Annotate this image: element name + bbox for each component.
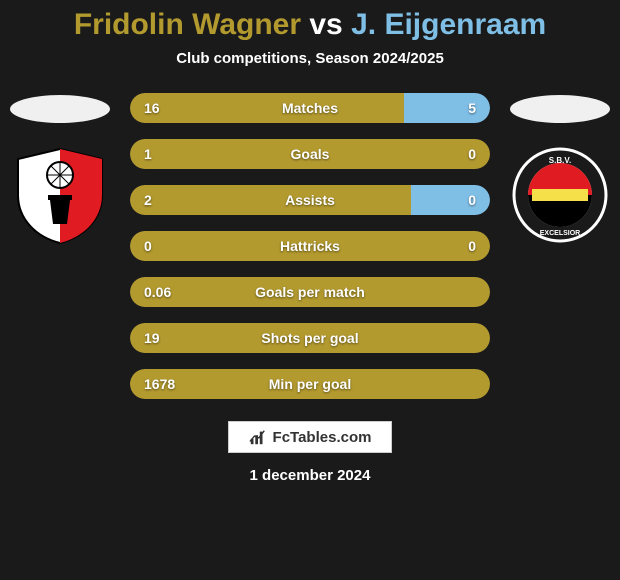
chart-icon — [249, 428, 267, 446]
source-text: FcTables.com — [273, 429, 372, 446]
svg-text:S.B.V.: S.B.V. — [549, 156, 571, 165]
stat-label: Hattricks — [130, 231, 490, 261]
stat-bar: 20Assists — [130, 185, 490, 215]
source-badge: FcTables.com — [228, 421, 393, 453]
date-text: 1 december 2024 — [250, 467, 371, 484]
footer: FcTables.com 1 december 2024 — [0, 421, 620, 484]
subtitle: Club competitions, Season 2024/2025 — [0, 50, 620, 67]
stat-bar: 10Goals — [130, 139, 490, 169]
stat-label: Assists — [130, 185, 490, 215]
stat-bar: 165Matches — [130, 93, 490, 123]
page-title: Fridolin Wagner vs J. Eijgenraam — [0, 8, 620, 42]
player2-name: J. Eijgenraam — [351, 8, 546, 41]
stat-label: Goals per match — [130, 277, 490, 307]
svg-text:EXCELSIOR: EXCELSIOR — [540, 230, 580, 237]
player1-name: Fridolin Wagner — [74, 8, 301, 41]
stat-label: Goals — [130, 139, 490, 169]
stat-label: Matches — [130, 93, 490, 123]
main-row: 165Matches 10Goals 20Assists 00Hattricks 0.0… — [0, 95, 620, 399]
stat-bar: 1678Min per goal — [130, 369, 490, 399]
player1-photo-placeholder — [10, 95, 110, 123]
left-side — [8, 95, 112, 245]
stat-bar: 19Shots per goal — [130, 323, 490, 353]
stat-bars: 165Matches 10Goals 20Assists 00Hattricks 0.0… — [130, 93, 490, 399]
stat-bar: 00Hattricks — [130, 231, 490, 261]
stat-bar: 0.06Goals per match — [130, 277, 490, 307]
stat-label: Min per goal — [130, 369, 490, 399]
player2-photo-placeholder — [510, 95, 610, 123]
right-side: S.B.V. EXCELSIOR — [508, 95, 612, 245]
vs-text: vs — [309, 8, 342, 41]
excelsior-crest-icon: S.B.V. EXCELSIOR — [510, 145, 610, 245]
fc-emmen-crest-icon — [10, 145, 110, 245]
stat-label: Shots per goal — [130, 323, 490, 353]
comparison-infographic: Fridolin Wagner vs J. Eijgenraam Club co… — [0, 0, 620, 580]
